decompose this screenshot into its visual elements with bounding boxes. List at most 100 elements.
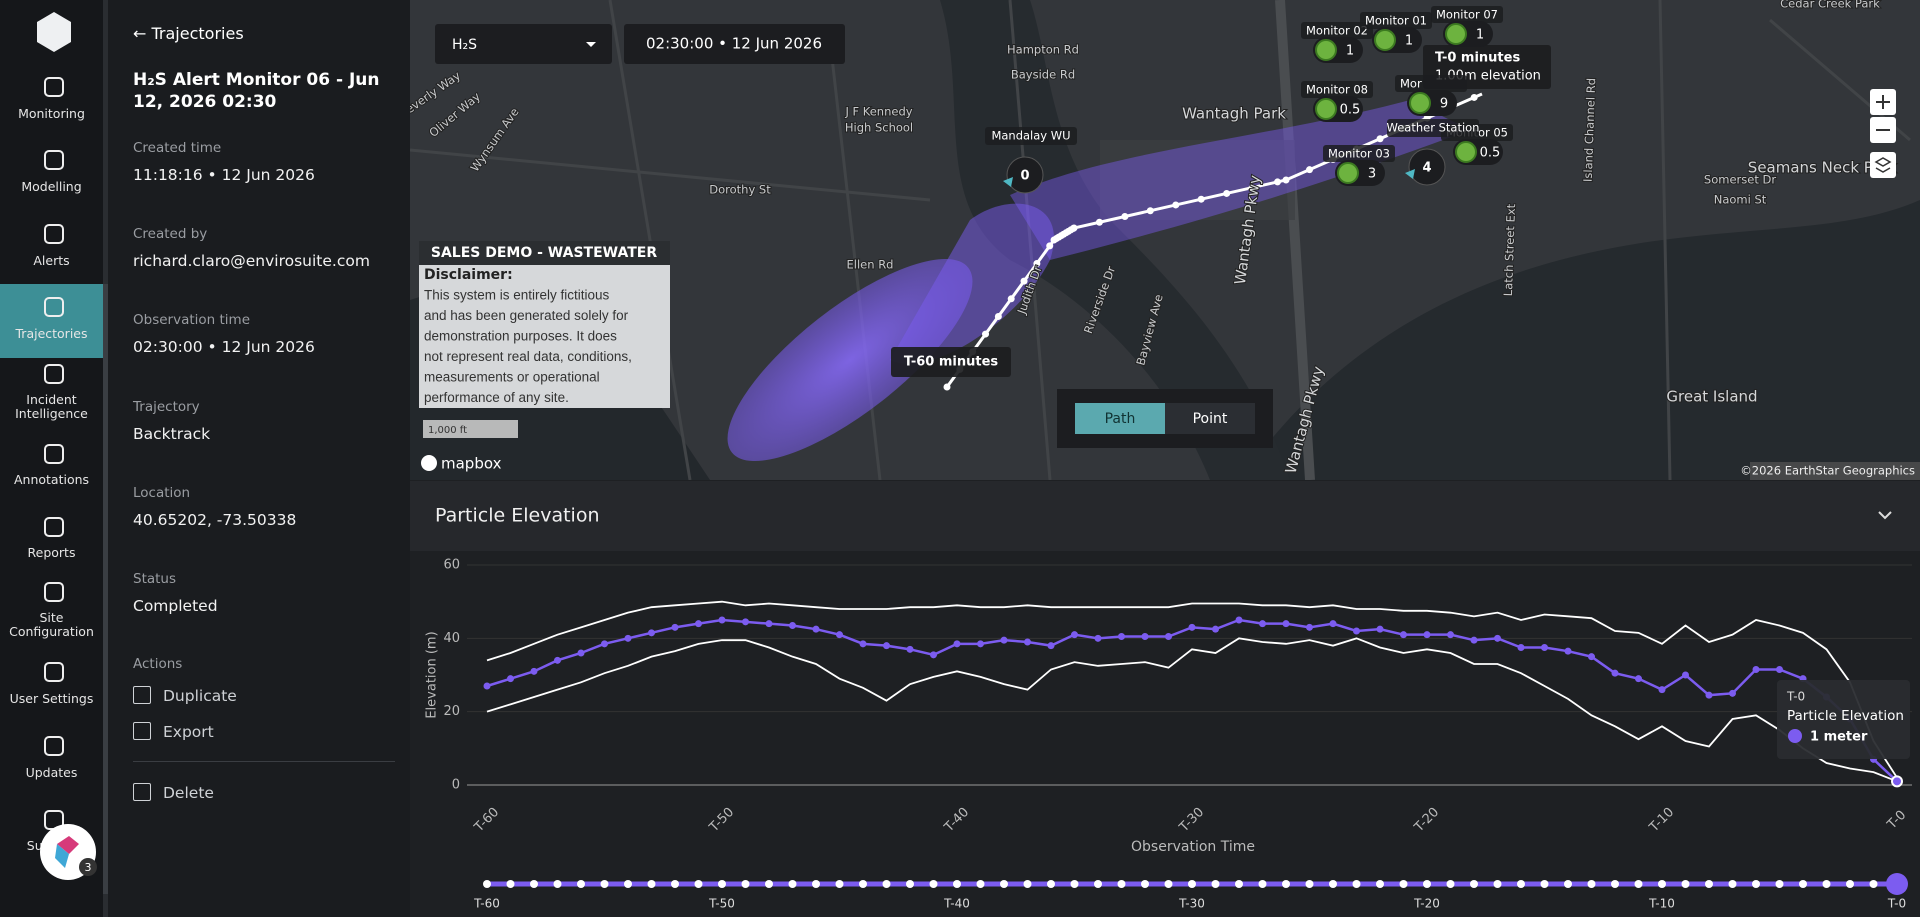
timeline-dot[interactable] [1023, 880, 1032, 888]
timeline-dot[interactable] [1070, 880, 1079, 888]
field-value: 11:18:16 • 12 Jun 2026 [133, 166, 315, 184]
timeline-dot[interactable] [1681, 880, 1690, 888]
layers-button[interactable] [1870, 152, 1896, 178]
timeline-dot[interactable] [1141, 880, 1149, 888]
monitor-dot[interactable] [1374, 29, 1396, 51]
field-label: Trajectory [133, 398, 200, 415]
timeline-dot[interactable] [1235, 880, 1243, 888]
timeline-dot[interactable] [976, 880, 985, 888]
timeline-dot[interactable] [553, 880, 562, 888]
timeline-handle[interactable] [1886, 873, 1908, 895]
timeline-dot[interactable] [1658, 880, 1666, 888]
monitor-dot[interactable] [1445, 23, 1467, 45]
timeline-dot[interactable] [647, 880, 656, 888]
timeline-dot[interactable] [1846, 880, 1854, 888]
timeline-dot[interactable] [953, 880, 961, 888]
timeline-dot[interactable] [1493, 880, 1502, 888]
timeline-dot[interactable] [1752, 880, 1760, 888]
timeline-dot[interactable] [1634, 880, 1643, 888]
timeline-dot[interactable] [1611, 880, 1619, 888]
timeline-dot[interactable] [1000, 880, 1008, 888]
nav-icon [44, 77, 64, 97]
timeline-dot[interactable] [1869, 880, 1878, 888]
monitor-label-bg [1360, 12, 1432, 29]
toggle-option[interactable] [1075, 403, 1165, 434]
toggle-option[interactable] [1165, 403, 1255, 434]
nav-item[interactable]: Updates [25, 765, 78, 780]
nav-item[interactable]: Site Configuration [9, 610, 94, 639]
action[interactable]: Delete [133, 783, 214, 802]
timeline-dot[interactable] [812, 880, 820, 888]
timeline-dot[interactable] [600, 880, 609, 888]
timeline-dot[interactable] [765, 880, 773, 888]
monitor-dot[interactable] [1315, 98, 1337, 120]
timeline-dot[interactable] [1376, 880, 1384, 888]
chat-bubble[interactable]: 3 [33, 822, 103, 892]
action[interactable]: Duplicate [133, 686, 237, 705]
timeline-dot[interactable] [1587, 880, 1596, 888]
nav-item[interactable]: Alerts [33, 253, 70, 268]
timeline-dot[interactable] [694, 880, 703, 888]
chart-panel [410, 480, 1920, 917]
timeline-dot[interactable] [741, 880, 750, 888]
plume [727, 258, 973, 462]
timeline-dot[interactable] [1728, 880, 1737, 888]
time-box[interactable] [624, 24, 845, 64]
timeline-dot[interactable] [577, 880, 585, 888]
timeline-dot[interactable] [1775, 880, 1784, 888]
timeline-dot[interactable] [624, 880, 632, 888]
nav-item[interactable]: Trajectories [15, 326, 88, 341]
monitor-dot[interactable] [1337, 162, 1359, 184]
timeline-dot[interactable] [906, 880, 914, 888]
timeline-dot[interactable] [882, 880, 891, 888]
station-marker[interactable] [1408, 148, 1446, 186]
timeline-dot[interactable] [506, 880, 515, 888]
timeline-dot[interactable] [1399, 880, 1408, 888]
timeline-dot[interactable] [530, 880, 538, 888]
monitor-dot[interactable] [1409, 92, 1431, 114]
timeline-dot[interactable] [859, 880, 867, 888]
pollutant-select[interactable] [435, 24, 612, 64]
station-marker[interactable] [1006, 156, 1044, 194]
monitor-label-bg [1431, 6, 1503, 23]
timeline-dot[interactable] [671, 880, 679, 888]
timeline-dot[interactable] [1446, 880, 1455, 888]
timeline-dot[interactable] [718, 880, 726, 888]
monitor-dot[interactable] [1455, 141, 1477, 163]
timeline-dot[interactable] [1188, 880, 1196, 888]
nav-item[interactable]: Reports [27, 545, 76, 560]
timeline-dot[interactable] [835, 880, 844, 888]
timeline-dot[interactable] [483, 880, 491, 888]
timeline-dot[interactable] [1211, 880, 1220, 888]
timeline-dot[interactable] [1540, 880, 1549, 888]
timeline-dot[interactable] [1282, 880, 1290, 888]
nav-item[interactable]: Annotations [13, 472, 90, 487]
timeline-dot[interactable] [929, 880, 938, 888]
back-link[interactable]: ← Trajectories [133, 24, 244, 43]
place-label: Hampton Rd [1007, 43, 1079, 57]
point [1635, 675, 1642, 683]
timeline-dot[interactable] [1517, 880, 1525, 888]
timeline-dot[interactable] [1305, 880, 1314, 888]
nav-item[interactable]: Incident Intelligence [15, 392, 88, 421]
timeline-dot[interactable] [1470, 880, 1478, 888]
collapse-chevron[interactable] [1878, 511, 1892, 520]
timeline-dot[interactable] [1423, 880, 1431, 888]
timeline-dot[interactable] [1117, 880, 1126, 888]
action[interactable]: Export [133, 722, 214, 741]
timeline-dot[interactable] [1258, 880, 1267, 888]
timeline-dot[interactable] [1094, 880, 1102, 888]
timeline-dot[interactable] [1564, 880, 1572, 888]
nav-item[interactable]: Modelling [21, 179, 82, 194]
timeline-dot[interactable] [1822, 880, 1831, 888]
timeline-dot[interactable] [1047, 880, 1055, 888]
timeline-dot[interactable] [1329, 880, 1337, 888]
timeline-dot[interactable] [1164, 880, 1173, 888]
nav-item[interactable]: User Settings [9, 691, 94, 706]
timeline-dot[interactable] [788, 880, 797, 888]
nav-item[interactable]: Monitoring [18, 106, 85, 121]
monitor-dot[interactable] [1315, 39, 1337, 61]
timeline-dot[interactable] [1705, 880, 1713, 888]
timeline-dot[interactable] [1799, 880, 1807, 888]
timeline-dot[interactable] [1352, 880, 1361, 888]
